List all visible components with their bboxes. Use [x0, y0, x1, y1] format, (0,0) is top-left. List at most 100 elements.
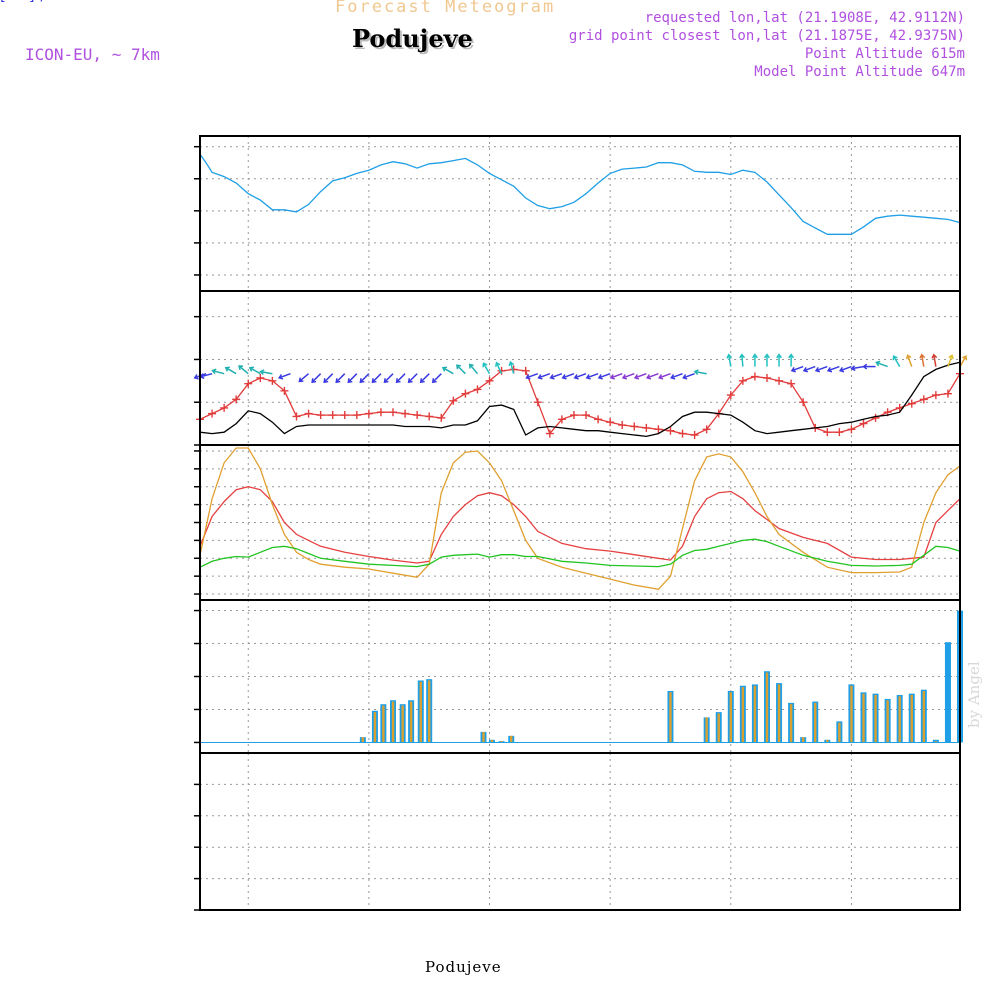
bottom-time-label: 1NOV [0, 0, 23, 4]
wind-arrow-head [633, 374, 640, 380]
bottom-time-label: 12Z [0, 0, 16, 4]
wind-arrow [671, 372, 683, 379]
wind-arrow [550, 372, 563, 379]
wind-arrow [359, 373, 370, 383]
panel-frame [199, 752, 961, 911]
low-cloud-bar [490, 739, 494, 743]
wind-arrow [482, 362, 491, 375]
gust-marker [787, 379, 796, 388]
gust-marker [943, 389, 952, 398]
low-cloud-bar [874, 694, 877, 743]
gust-marker [931, 391, 940, 400]
wind-arrow-head [347, 378, 353, 384]
wind-arrow-head [441, 366, 447, 372]
wind-arrow [311, 373, 322, 383]
top-time-label: 00Z [0, 0, 16, 4]
wind-arrow [420, 373, 430, 383]
wind-arrow-head [751, 353, 758, 359]
gust-marker [775, 376, 784, 385]
gust-marker [352, 411, 361, 420]
wind-arrow-head [850, 365, 856, 372]
series-sfc-temp [199, 447, 961, 591]
wind-arrow-head [962, 355, 968, 361]
gust-marker [485, 376, 494, 385]
wind-arrow [683, 372, 695, 379]
gust-marker [437, 413, 446, 422]
panel-clouds: 0255075100 [194, 599, 963, 754]
wind-arrow-head [259, 369, 265, 376]
wind-arrow [851, 365, 864, 370]
gust-marker [256, 373, 265, 382]
wind-arrow-head [609, 374, 615, 380]
wind-arrow-head [838, 366, 845, 373]
wind-arrow [791, 365, 804, 372]
gust-marker [859, 419, 868, 428]
gust-marker [726, 391, 735, 400]
gust-marker [630, 422, 639, 431]
wind-arrow-head [585, 374, 591, 380]
wind-arrow [646, 372, 659, 379]
wind-arrow-head [335, 378, 341, 384]
wind-arrow [634, 372, 647, 379]
wind-arrow [906, 355, 913, 367]
wind-arrow [920, 354, 925, 367]
gust-marker [666, 426, 675, 435]
wind-arrow [298, 373, 310, 382]
gust-marker [521, 366, 530, 375]
wind-arrow-head [790, 366, 796, 373]
wind-arrow-head [931, 353, 938, 359]
series-dewpt-temp [199, 538, 961, 568]
gust-marker [847, 425, 856, 434]
gust-marker [762, 373, 771, 382]
wind-arrow-head [892, 355, 898, 361]
wind-arrow [876, 361, 888, 368]
gust-marker [401, 409, 410, 418]
low-cloud-bar [510, 735, 513, 743]
bottom-time-label: 29OCT [0, 0, 27, 4]
bottom-time-label: 00Z [0, 0, 16, 4]
bottom-time-label: 00Z [0, 0, 16, 4]
label-snow: Snow/1h [0, 0, 65, 4]
wind-arrow-head [508, 360, 515, 367]
wind-arrow-head [419, 378, 425, 384]
wind-arrow [839, 365, 852, 372]
bottom-time-label: 12Z [0, 0, 16, 4]
bottom-time-label: 12Z [0, 0, 16, 4]
gust-marker [449, 396, 458, 405]
wind-arrow-head [862, 363, 868, 370]
top-time-label: 30OCT [0, 0, 27, 4]
wind-arrow [538, 372, 551, 379]
wind-arrow [260, 370, 273, 375]
wind-arrow [371, 373, 382, 383]
wind-arrow [396, 373, 406, 383]
low-cloud-bar [382, 705, 385, 743]
low-cloud-bar [777, 684, 781, 743]
top-time-label: 1NOV [0, 0, 23, 4]
wind-arrow [432, 373, 442, 383]
low-cloud-bar [801, 737, 805, 743]
gust-marker [413, 411, 422, 420]
wind-arrow-head [693, 369, 699, 376]
low-cloud-bar [838, 722, 841, 743]
low-cloud-bar [669, 692, 672, 743]
wind-arrow [562, 372, 575, 379]
gust-marker [461, 389, 470, 398]
gust-marker [545, 429, 554, 438]
low-cloud-bar [886, 700, 889, 743]
wind-arrow-head [248, 366, 254, 372]
wind-arrow-head [764, 353, 770, 359]
wind-arrow [610, 372, 623, 379]
gust-marker [244, 379, 253, 388]
bottom-time-label: 31OCT [0, 0, 27, 4]
gust-marker [220, 403, 229, 412]
gust-marker [871, 413, 880, 422]
wind-arrow [200, 372, 213, 378]
gust-marker [582, 411, 591, 420]
panel-wind: 0369W<--->EN<-->S [0, 0, 968, 446]
wind-arrow [827, 365, 840, 372]
wind-arrow [741, 354, 744, 367]
gust-marker [389, 408, 398, 417]
compass-west: W [0, 0, 11, 3]
wind-arrow [212, 369, 225, 375]
